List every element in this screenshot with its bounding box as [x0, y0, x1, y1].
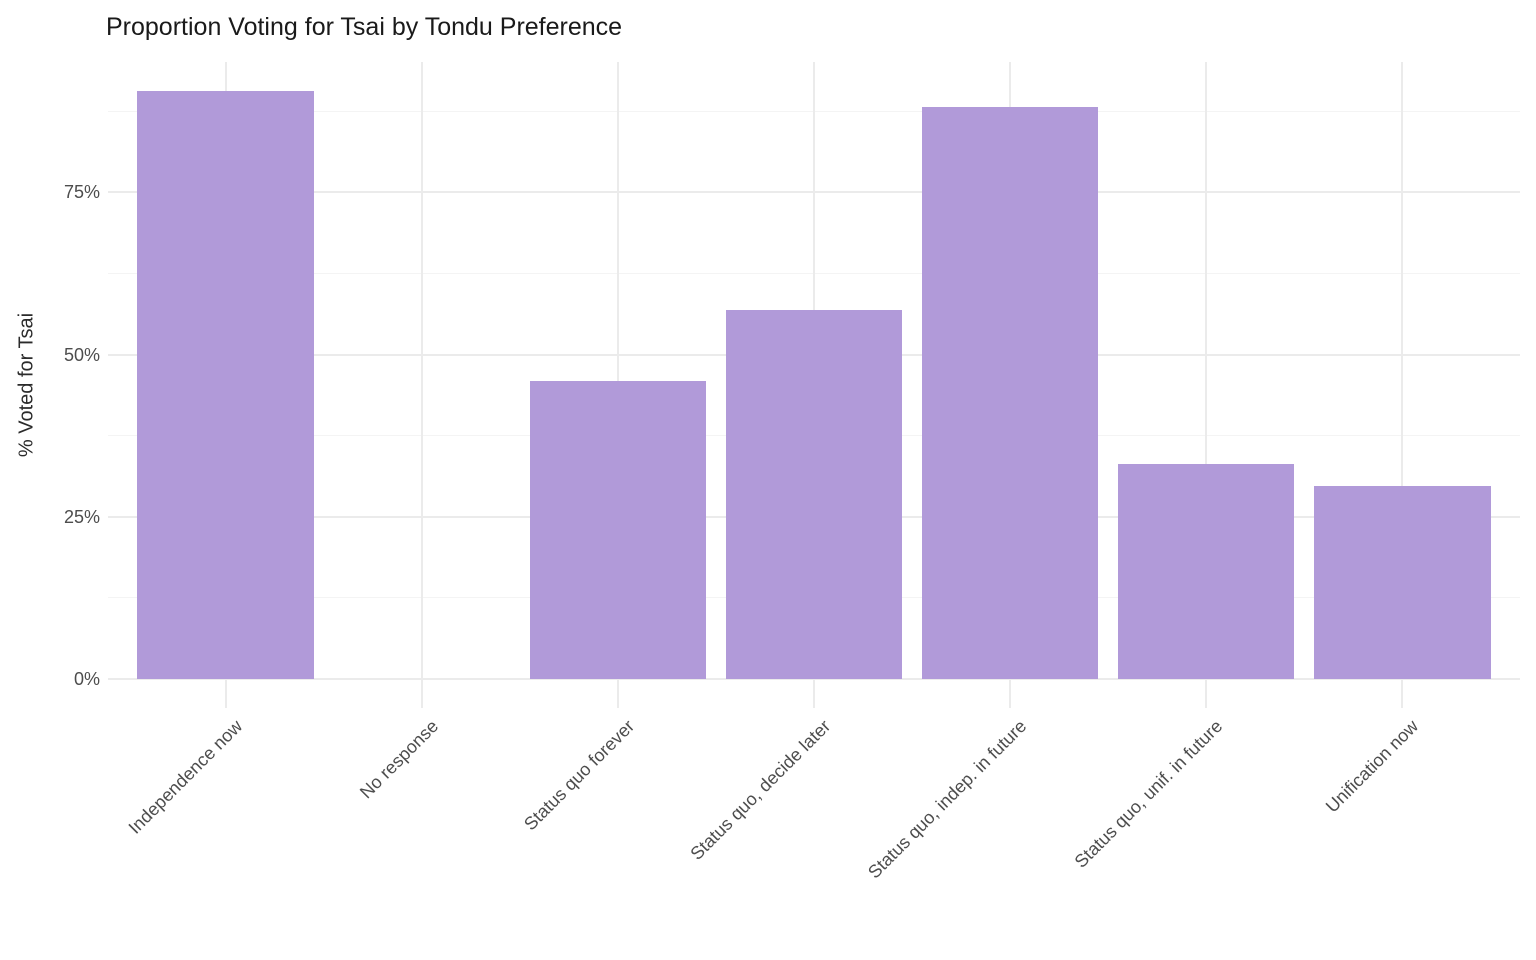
bar [725, 309, 903, 679]
bar [1117, 464, 1295, 679]
x-axis-label: Unification now [1322, 716, 1423, 817]
y-axis-tick-label: 0% [73, 668, 100, 689]
bar [1314, 485, 1491, 679]
y-axis-tick-label: 75% [63, 182, 100, 203]
x-axis-label: Status quo, unif. in future [1070, 716, 1227, 872]
bar [529, 381, 707, 679]
plot-panel [108, 62, 1520, 708]
bar [137, 91, 314, 679]
x-axis-label: Independence now [124, 716, 246, 838]
chart-title: Proportion Voting for Tsai by Tondu Pref… [106, 13, 623, 41]
y-axis-title: % Voted for Tsai [15, 312, 38, 458]
x-axis-label: Status quo forever [519, 716, 639, 835]
x-axis-label: Status quo, decide later [686, 716, 835, 864]
x-axis-label: No response [355, 716, 442, 803]
gridline-major-v [1401, 62, 1404, 708]
y-axis-tick-label: 50% [63, 344, 100, 365]
bar [921, 106, 1099, 679]
gridline-major-v [1205, 62, 1208, 708]
gridline-major-v [420, 62, 423, 708]
y-axis-tick-label: 25% [63, 506, 100, 527]
x-axis-label: Status quo, indep. in future [863, 716, 1031, 883]
